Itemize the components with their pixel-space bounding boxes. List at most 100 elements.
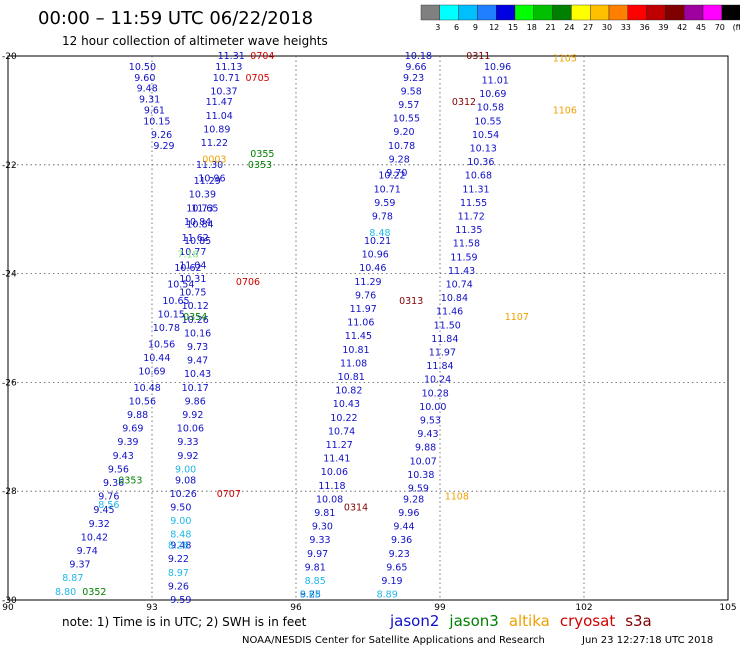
data-label-cryosat: 0706 bbox=[236, 277, 260, 288]
data-label-jason2: 11.29 bbox=[354, 277, 381, 288]
data-label-jason2: 10.82 bbox=[335, 386, 362, 397]
data-label-jason2: 10.85 bbox=[184, 236, 211, 247]
data-label-jason2: 9.66 bbox=[405, 62, 426, 73]
color-scale-label: 33 bbox=[621, 23, 631, 32]
data-label-jason2: 10.74 bbox=[446, 279, 473, 290]
data-label-jason2: 9.23 bbox=[389, 549, 410, 560]
data-label-jason2: 10.24 bbox=[424, 375, 451, 386]
color-scale-label: 42 bbox=[677, 23, 687, 32]
data-label-jason2: 10.55 bbox=[393, 114, 420, 125]
data-label-jason2: 10.74 bbox=[328, 426, 355, 437]
data-label-jason2-light: 8.87 bbox=[62, 573, 83, 584]
data-label-jason2-pale: 7.18 bbox=[177, 250, 198, 261]
data-label-jason2: 11.47 bbox=[206, 97, 233, 108]
data-label-jason2: 10.26 bbox=[170, 489, 197, 500]
color-scale-label: 24 bbox=[564, 23, 574, 32]
data-label-jason2: 11.30 bbox=[196, 160, 223, 171]
data-label-jason2: 11.29 bbox=[194, 176, 221, 187]
legend-jason3: jason3 bbox=[448, 612, 498, 630]
data-label-cryosat: 0704 bbox=[250, 51, 274, 62]
data-label-jason2: 9.81 bbox=[305, 562, 326, 573]
data-label-jason2: 11.35 bbox=[455, 225, 482, 236]
color-scale-label: 21 bbox=[546, 23, 556, 32]
data-label-jason2: 10.16 bbox=[184, 328, 211, 339]
data-labels: 10.509.609.489.319.6110.159.269.2911.311… bbox=[55, 51, 577, 606]
chart-subtitle: 12 hour collection of altimeter wave hei… bbox=[62, 34, 328, 48]
data-label-jason2: 10.84 bbox=[441, 293, 468, 304]
data-label-jason2: 10.54 bbox=[167, 279, 194, 290]
data-label-jason2: 11.13 bbox=[215, 62, 242, 73]
data-label-jason2: 9.81 bbox=[314, 508, 335, 519]
plot-frame bbox=[7, 55, 729, 601]
data-label-jason2: 10.96 bbox=[198, 173, 225, 184]
data-label-jason2: 9.33 bbox=[177, 437, 198, 448]
data-label-jason2: 9.48 bbox=[170, 541, 191, 552]
data-label-jason2: 11.31 bbox=[462, 184, 489, 195]
color-scale-label: 15 bbox=[508, 23, 518, 32]
data-label-jason2-light: 9.00 bbox=[175, 464, 196, 475]
data-label-jason2: 9.74 bbox=[77, 546, 98, 557]
data-label-jason2: 10.42 bbox=[81, 532, 108, 543]
data-label-jason2: 10.15 bbox=[143, 116, 170, 127]
y-tick-label: -28 bbox=[2, 487, 17, 497]
color-scale-swatch bbox=[477, 4, 497, 21]
data-label-jason2: 10.44 bbox=[143, 353, 170, 364]
x-tick-label: 90 bbox=[2, 603, 14, 613]
data-label-jason2: 9.58 bbox=[401, 86, 422, 97]
data-label-jason2: 10.26 bbox=[182, 315, 209, 326]
data-label-jason2: 10.18 bbox=[405, 51, 432, 62]
data-label-jason2: 10.13 bbox=[470, 143, 497, 154]
grid-lines bbox=[8, 56, 728, 600]
data-label-jason2: 10.55 bbox=[474, 116, 501, 127]
data-label-jason2: 9.61 bbox=[144, 105, 165, 116]
data-label-jason2: 10.06 bbox=[321, 467, 348, 478]
data-label-jason2: 11.18 bbox=[318, 481, 345, 492]
data-label-jason2: 9.86 bbox=[185, 396, 206, 407]
data-label-jason2: 10.15 bbox=[158, 309, 185, 320]
data-label-jason3: 0352 bbox=[82, 587, 106, 598]
data-label-jason2: 9.69 bbox=[122, 424, 143, 435]
mission-legend: jason2 jason3 altika cryosat s3a bbox=[389, 612, 652, 630]
data-label-jason2: 10.78 bbox=[388, 141, 415, 152]
data-label-jason2: 9.59 bbox=[408, 483, 429, 494]
data-label-jason2-light: 8.48 bbox=[369, 228, 390, 239]
legend-cryosat: cryosat bbox=[560, 612, 615, 630]
data-label-jason2: 9.60 bbox=[134, 73, 155, 84]
data-label-jason2: 9.43 bbox=[113, 451, 134, 462]
color-scale-swatch bbox=[721, 4, 740, 21]
data-label-jason2: 10.54 bbox=[472, 130, 499, 141]
data-label-jason2: 11.84 bbox=[426, 361, 453, 372]
data-label-jason2: 10.73 bbox=[186, 203, 213, 214]
data-label-jason2: 9.08 bbox=[175, 475, 196, 486]
data-label-jason2: 10.56 bbox=[148, 339, 175, 350]
color-scale-swatch bbox=[496, 4, 516, 21]
data-label-jason2: 9.28 bbox=[389, 154, 410, 165]
data-label-jason2: 10.17 bbox=[182, 383, 209, 394]
data-label-jason2: 9.29 bbox=[153, 141, 174, 152]
color-scale-label: 9 bbox=[473, 23, 478, 32]
data-label-jason2: 10.71 bbox=[213, 73, 240, 84]
data-label-jason2: 9.28 bbox=[403, 494, 424, 505]
data-label-jason2: 9.48 bbox=[137, 84, 158, 95]
data-label-jason2: 11.59 bbox=[450, 252, 477, 263]
data-label-jason2: 9.73 bbox=[187, 342, 208, 353]
data-label-jason2-light: 8.68 bbox=[300, 590, 321, 601]
data-label-jason2: 10.65 bbox=[162, 296, 189, 307]
data-label-jason2: 9.20 bbox=[393, 127, 414, 138]
data-label-jason2: 10.43 bbox=[184, 369, 211, 380]
data-label-jason2: 11.45 bbox=[345, 331, 372, 342]
data-label-cryosat: 0707 bbox=[217, 489, 241, 500]
data-label-jason2: 10.08 bbox=[316, 494, 343, 505]
color-scale-label: 27 bbox=[583, 23, 593, 32]
data-label-jason2: 9.26 bbox=[151, 130, 172, 141]
data-label-jason2: 9.97 bbox=[307, 549, 328, 560]
legend-s3a: s3a bbox=[625, 612, 652, 630]
color-scale-label: 6 bbox=[454, 23, 459, 32]
data-label-jason2: 10.06 bbox=[177, 424, 204, 435]
data-label-jason2: 9.31 bbox=[139, 95, 160, 106]
color-scale-label: 36 bbox=[640, 23, 650, 32]
data-label-jason2: 10.69 bbox=[138, 367, 165, 378]
data-label-jason3: 0354 bbox=[183, 312, 207, 323]
data-label-jason2: 11.27 bbox=[326, 440, 353, 451]
color-scale-label: 45 bbox=[696, 23, 706, 32]
